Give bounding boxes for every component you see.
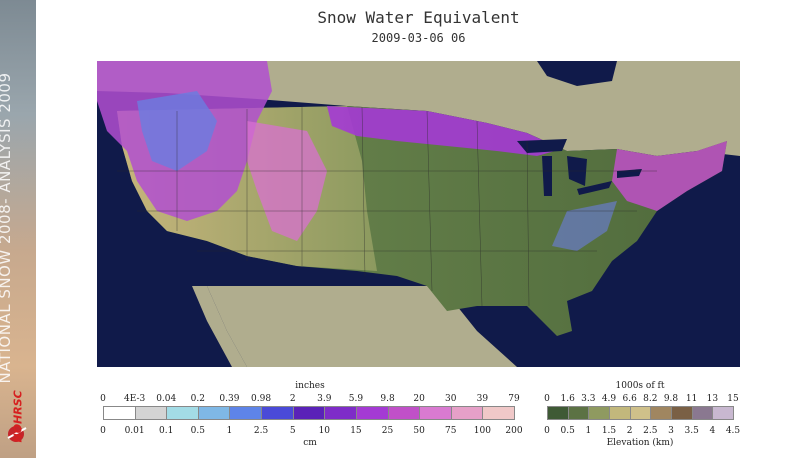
swe-legend-swatch [134,406,168,420]
swe-legend-top-tick: 30 [445,394,457,404]
swe-legend-top-tick: 3.9 [317,394,332,404]
snow-northeast [612,141,727,211]
swe-legend-top-tick: 39 [476,394,489,404]
elev-legend-swatch [629,406,652,420]
swe-legend-bottom-tick: 0 [100,426,106,436]
swe-legend-top-tick: 0 [100,394,106,404]
elev-legend-top-tick: 15 [727,394,739,404]
elev-legend-bottom-tick: 1 [585,426,592,436]
elev-legend-bottom-tick: 2.5 [643,426,658,436]
lake-michigan [542,156,552,196]
swe-legend-bottom-tick: 1 [226,426,233,436]
snow-appalachians [552,201,617,251]
state-lines [117,106,657,307]
lake-superior [517,139,567,153]
elev-legend-bottom-tick: 3.5 [684,426,699,436]
swe-legend-top-tick: 2 [289,394,296,404]
swe-legend-top-tick: 0.39 [219,394,240,404]
elev-legend-swatch [567,406,590,420]
elev-legend-bottom-tick: 1.5 [601,426,617,436]
swe-legend-bottom-tick: 0.01 [124,426,145,436]
swe-legend-swatch [387,406,421,420]
swe-legend-bottom-tick: 2.5 [253,426,269,436]
swe-legend-bottom-tick: 100 [473,426,491,436]
swe-legend-top-tick: 0.04 [156,394,177,404]
swe-legend-top-tick: 0.98 [251,394,272,404]
swe-legend-swatch [103,406,136,420]
swe-legend-swatch [229,406,263,420]
elev-legend-top-tick: 9.8 [663,394,679,404]
elev-legend-swatch [671,406,693,420]
nohrsc-logo-icon [7,426,27,442]
swe-legend-bottom-tick: 0.5 [190,426,206,436]
swe-legend-swatch [355,406,389,420]
swe-legend-swatch [450,406,484,420]
nohrsc-logo: NOHRSC [2,388,34,452]
elev-legend-swatch [588,406,610,420]
swe-legend-swatch [292,406,326,420]
swe-legend-bottom-tick: 50 [413,426,425,436]
swe-legend-top-tick: 5.9 [348,394,364,404]
elev-legend-swatch [691,406,714,420]
lake-erie [577,181,612,195]
elev-legend-top-tick: 13 [706,394,719,404]
elev-legend-bottom-tick: 4 [709,426,716,436]
swe-legend-swatch [324,406,357,420]
swe-legend-swatch [419,406,452,420]
swe-legend-bottom-tick: 25 [381,426,394,436]
elev-legend-swatch [650,406,672,420]
swe-legend-swatch [166,406,199,420]
elev-legend-top-tick: 11 [685,394,698,404]
map-title: Snow Water Equivalent [317,8,520,27]
swe-legend-bottom-unit: cm [303,438,317,448]
canada-water [537,61,617,86]
elev-legend-swatch [712,406,734,420]
swe-legend-swatch [482,406,515,420]
swe-legend-top-tick: 79 [508,394,520,404]
swe-legend-top-tick: 9.8 [380,394,395,404]
swe-legend-bottom-tick: 75 [445,426,457,436]
swe-legend-top-tick: 4E-3 [123,394,146,404]
swe-legend-bottom-tick: 15 [350,426,362,436]
elev-legend-swatch [547,406,569,420]
elev-legend-bottom-tick: 0.5 [560,426,575,436]
swe-legend-bottom-tick: 5 [289,426,296,436]
swe-legend-swatch [261,406,294,420]
snow-north-band [327,106,562,156]
swe-legend-swatch [197,406,231,420]
elev-legend-bottom-tick: 3 [668,426,674,436]
elev-legend-top-tick: 6.6 [622,394,637,404]
swe-legend-top-tick: 20 [413,394,425,404]
swe-legend-bottom-tick: 200 [505,426,523,436]
baja [192,286,247,367]
mexico [207,286,517,367]
swe-legend-top-unit: inches [295,381,325,391]
elev-legend-swatch [609,406,631,420]
sidebar-banner-text: NATIONAL SNOW 2008- ANALYSIS 2009 [0,72,14,384]
swe-legend-bottom-tick: 10 [318,426,331,436]
map-timestamp: 2009-03-06 06 [371,31,466,45]
elev-legend-top-tick: 1.6 [560,394,575,404]
swe-legend-top-tick: 0.2 [190,394,206,404]
logo-text: NOHRSC [11,390,25,443]
elev-legend-bottom-tick: 0 [544,426,550,436]
elev-legend-top-tick: 3.3 [581,394,596,404]
elev-legend-bottom-tick: 4.5 [725,426,741,436]
swe-legend-bottom-tick: 0.1 [159,426,174,436]
elev-legend-bottom-label: Elevation (km) [606,438,674,448]
snow-map [97,61,740,367]
sidebar-banner: NATIONAL SNOW 2008- ANALYSIS 2009 NOHRSC [0,0,36,458]
elev-legend-top-tick: 4.9 [601,394,617,404]
elev-legend-top-unit: 1000s of ft [615,381,665,391]
elev-legend-top-tick: 8.2 [643,394,658,404]
elev-legend-bottom-tick: 2 [626,426,633,436]
elev-legend-top-tick: 0 [544,394,550,404]
